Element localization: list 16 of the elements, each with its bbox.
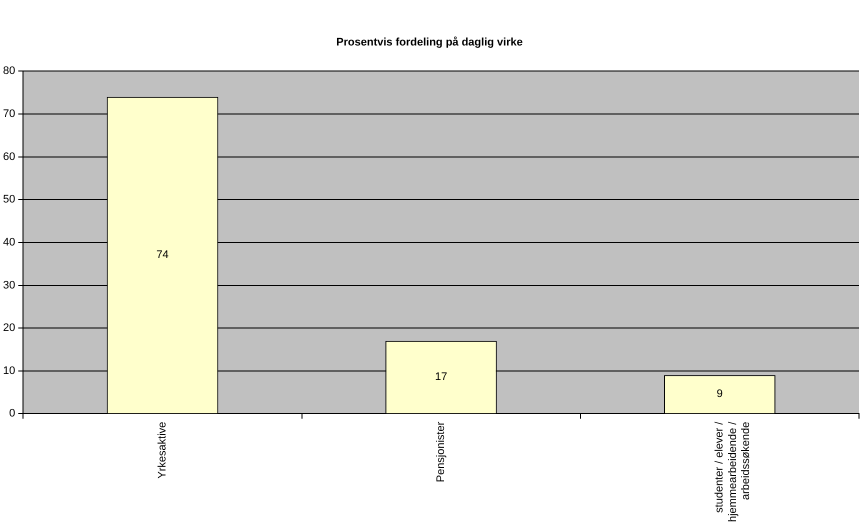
y-tick-label: 40 [2,236,16,248]
y-tick-label: 70 [2,108,16,120]
y-tick-label: 60 [2,150,16,163]
x-tick-label: Pensjonister [435,421,448,482]
data-label: 9 [716,388,723,400]
y-tick-label: 0 [9,408,16,420]
x-tick-label: studenter / elever / hjemmearbeidende / arbeidssøkende [714,420,752,522]
data-label: 17 [434,371,448,384]
y-tick-label: 20 [2,322,16,334]
y-tick-label: 30 [2,279,16,292]
y-tick-label: 50 [2,194,16,206]
data-label: 74 [156,249,169,262]
y-tick-label: 80 [2,65,16,78]
y-tick-label: 10 [2,364,16,377]
x-tick-label: Yrkesaktive [156,422,169,479]
chart-title: Prosentvis fordeling på daglig virke [336,36,523,49]
